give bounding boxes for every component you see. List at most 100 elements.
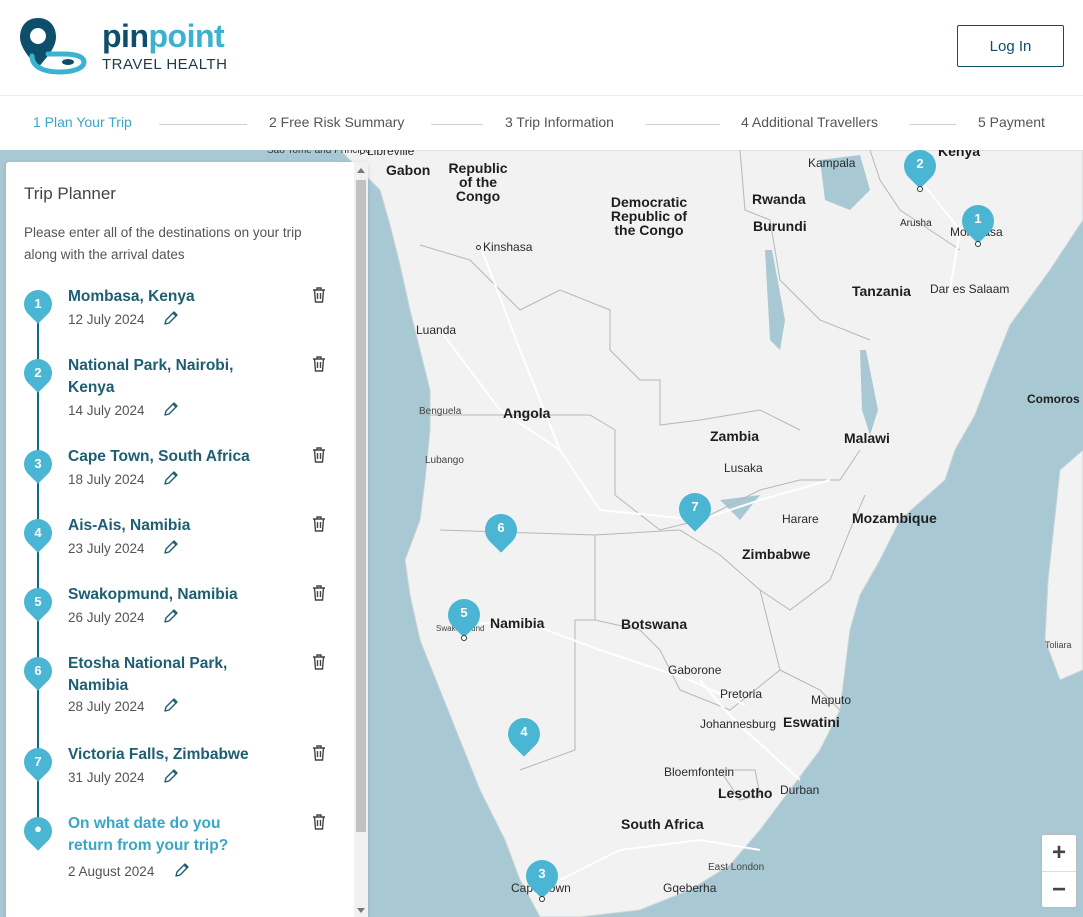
trash-icon[interactable] (311, 355, 327, 373)
destination-date: 23 July 2024 (68, 541, 145, 556)
step-divider (910, 124, 956, 125)
edit-pencil-icon[interactable] (162, 469, 180, 487)
map-marker-2[interactable]: 2 (897, 150, 943, 192)
map-city-arusha: Arusha (900, 218, 932, 229)
map-city-maputo: Maputo (811, 693, 852, 707)
trash-icon[interactable] (311, 286, 327, 304)
edit-pencil-icon[interactable] (173, 861, 191, 879)
map-country-tanzania: Tanzania (852, 283, 911, 299)
edit-pencil-icon[interactable] (162, 400, 180, 418)
step-plan-your-trip[interactable]: 1 Plan Your Trip (33, 114, 132, 130)
destination-name[interactable]: Victoria Falls, Zimbabwe (68, 746, 249, 763)
map-country-zambia: Zambia (710, 428, 760, 444)
map-marker-5[interactable]: 5 (441, 592, 487, 641)
map-country-rwanda: Rwanda (752, 191, 806, 207)
map-marker-1[interactable]: 1 (955, 198, 1001, 247)
step-divider (431, 124, 483, 125)
map-country-south-africa: South Africa (621, 816, 704, 832)
map-city-benguela: Benguela (419, 406, 462, 417)
map-city-kampala: Kampala (808, 156, 856, 170)
step-additional-travellers[interactable]: 4 Additional Travellers (741, 114, 878, 130)
map-country-angola: Angola (503, 405, 551, 421)
map-city-gaborone: Gaborone (668, 663, 722, 677)
destination-number: 3 (34, 456, 42, 471)
map-country-comoros: Comoros (1027, 392, 1080, 406)
scrollbar-thumb[interactable] (356, 180, 366, 832)
map-country-mozambique: Mozambique (852, 510, 937, 526)
scroll-down-arrow-icon[interactable] (357, 908, 365, 913)
logo-wordmark: pinpoint TRAVEL HEALTH (102, 18, 227, 73)
map-city-east-london: East London (708, 862, 765, 873)
map-city-dar-es-salaam: Dar es Salaam (930, 282, 1010, 296)
map-label-sao-tome: São Tomé and Príncipe (267, 150, 371, 156)
destination-date: 12 July 2024 (68, 312, 145, 327)
trash-icon[interactable] (311, 584, 327, 602)
destination-number: 4 (34, 525, 42, 540)
map-country-eswatini: Eswatini (783, 714, 840, 730)
return-dot-icon: ● (34, 821, 42, 836)
destination-name[interactable]: Ais-Ais, Namibia (68, 517, 191, 534)
destination-number: 6 (34, 663, 42, 678)
logo-mark-icon (20, 18, 87, 75)
map-city-durban: Durban (780, 783, 820, 797)
panel-scrollbar[interactable] (354, 162, 368, 917)
map-marker-7[interactable]: 7 (672, 486, 718, 533)
map-marker-6[interactable]: 6 (478, 507, 524, 554)
map-city-lusaka: Lusaka (724, 461, 763, 475)
map-city-bloemfontein: Bloemfontein (664, 765, 735, 779)
map-marker-3[interactable]: 3 (519, 853, 565, 902)
step-divider (646, 124, 720, 125)
edit-pencil-icon[interactable] (162, 767, 180, 785)
map-city-lubango: Lubango (425, 455, 464, 466)
map-country-botswana: Botswana (621, 616, 688, 632)
trash-icon[interactable] (311, 515, 327, 533)
timeline-line (37, 307, 39, 827)
map-country-malawi: Malawi (844, 430, 890, 446)
destination-number: 5 (34, 594, 42, 609)
edit-pencil-icon[interactable] (162, 696, 180, 714)
map-city-kinshasa: Kinshasa (476, 240, 532, 254)
trip-planner-panel: Trip Planner Please enter all of the des… (6, 162, 368, 917)
destination-date: 14 July 2024 (68, 403, 145, 418)
trash-icon[interactable] (311, 744, 327, 762)
map-country-drc: Democratic Republic of the Congo (610, 194, 688, 238)
map-city-libreville: Libreville (360, 150, 414, 158)
destination-name[interactable]: Swakopmund, Namibia (68, 586, 238, 603)
trash-icon[interactable] (311, 653, 327, 671)
destination-name[interactable]: Mombasa, Kenya (68, 288, 195, 305)
destination-number: 1 (34, 296, 42, 311)
scroll-up-arrow-icon[interactable] (357, 168, 365, 173)
destination-name[interactable]: Etosha National Park, Namibia (68, 655, 228, 694)
map-marker-4[interactable]: 4 (501, 711, 547, 758)
logo-name-part1: pin (102, 18, 149, 54)
map-country-gabon: Gabon (386, 162, 431, 178)
trip-planner-title: Trip Planner (24, 184, 116, 203)
map-city-harare: Harare (782, 512, 819, 526)
return-question[interactable]: On what date do you return from your tri… (68, 815, 229, 854)
edit-pencil-icon[interactable] (162, 538, 180, 556)
zoom-out-button[interactable]: − (1042, 871, 1076, 907)
destination-name[interactable]: Cape Town, South Africa (68, 448, 250, 465)
step-payment[interactable]: 5 Payment (978, 114, 1045, 130)
edit-pencil-icon[interactable] (162, 309, 180, 327)
site-header: pinpoint TRAVEL HEALTH Log In (0, 0, 1083, 96)
map-country-namibia: Namibia (490, 615, 545, 631)
map-city-johannesburg: Johannesburg (700, 717, 777, 731)
map-city-toliara: Toliara (1045, 640, 1072, 650)
step-free-risk-summary[interactable]: 2 Free Risk Summary (269, 114, 405, 130)
map-city-luanda: Luanda (416, 323, 457, 337)
login-button[interactable]: Log In (957, 25, 1064, 67)
destination-date: 18 July 2024 (68, 472, 145, 487)
pinpoint-logo[interactable]: pinpoint TRAVEL HEALTH (18, 16, 228, 78)
map-country-burundi: Burundi (753, 218, 807, 234)
edit-pencil-icon[interactable] (162, 607, 180, 625)
destination-number: 2 (34, 365, 42, 380)
destination-date: 26 July 2024 (68, 610, 145, 625)
zoom-in-button[interactable]: + (1051, 839, 1066, 866)
trash-icon[interactable] (311, 446, 327, 464)
destination-number: 7 (34, 754, 42, 769)
trash-icon[interactable] (311, 813, 327, 831)
step-trip-information[interactable]: 3 Trip Information (505, 114, 614, 130)
destination-name[interactable]: National Park, Nairobi, Kenya (68, 357, 234, 396)
destination-date: 28 July 2024 (68, 699, 145, 714)
